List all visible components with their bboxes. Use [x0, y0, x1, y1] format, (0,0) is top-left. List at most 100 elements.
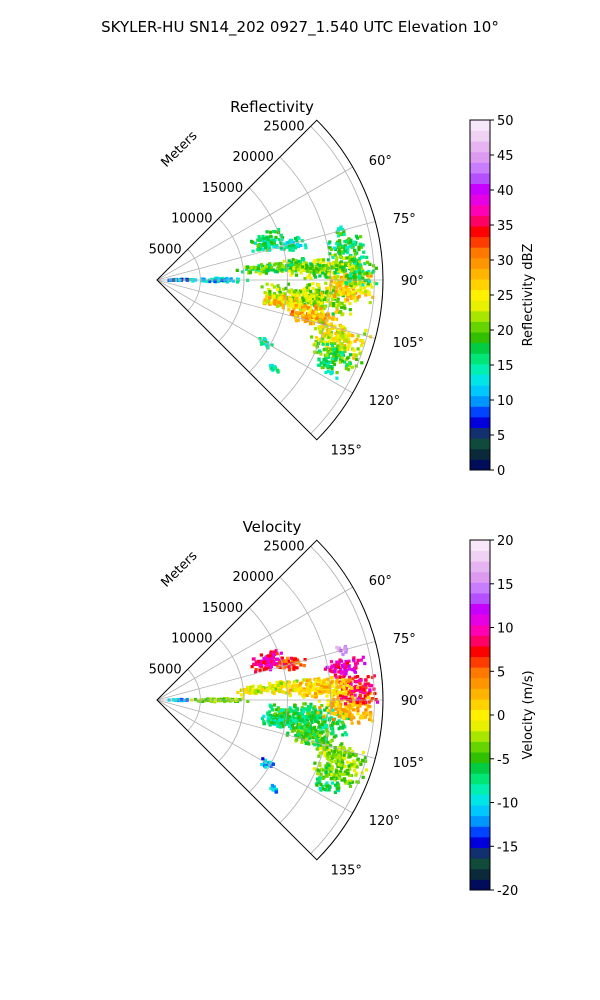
velocity-angle-tick-label: 60° [369, 574, 392, 589]
velocity-colorbar-tick-label: 0 [497, 709, 505, 724]
velocity-colorbar-tick-label: 20 [497, 534, 514, 549]
reflectivity-colorbar-segment [470, 300, 490, 312]
velocity-azimuth-gridline [156, 699, 353, 814]
reflectivity-colorbar-tick-label: 45 [497, 149, 514, 164]
reflectivity-colorbar-segment [470, 215, 490, 227]
velocity-colorbar-segment [470, 677, 490, 689]
reflectivity-colorbar-tick-label: 0 [497, 464, 505, 479]
reflectivity-colorbar-segment [470, 268, 490, 280]
velocity-echo-cell [312, 761, 360, 788]
reflectivity-range-tick-label: 5000 [149, 242, 182, 257]
reflectivity-colorbar-segment [470, 310, 490, 322]
velocity-colorbar-tick-label: -5 [497, 753, 510, 768]
velocity-ticks: 5000 10000 15000 20000 25000 60° 75° 90° 105° 120… [149, 539, 424, 878]
reflectivity-colorbar-segment [470, 374, 490, 386]
reflectivity-angle-tick-label: 60° [369, 154, 392, 169]
velocity-colorbar-segment [470, 794, 490, 806]
reflectivity-colorbar-tick-label: 5 [497, 429, 505, 444]
velocity-colorbar-segment [470, 730, 490, 742]
reflectivity-range-tick-label: 25000 [263, 119, 304, 134]
reflectivity-colorbar-label: Reflectivity dBZ [521, 244, 536, 347]
reflectivity-angle-tick-label: 120° [369, 394, 400, 409]
velocity-colorbar-segment [470, 752, 490, 764]
reflectivity-colorbar-segment [470, 204, 490, 216]
velocity-colorbar-tick-label: -20 [497, 884, 518, 899]
velocity-grid [156, 539, 384, 861]
reflectivity-range-tick-label: 20000 [233, 150, 274, 165]
reflectivity-colorbar-tick-label: 15 [497, 359, 514, 374]
velocity-colorbar-segment [470, 826, 490, 838]
velocity-colorbar-tick-label: 10 [497, 622, 514, 637]
reflectivity-sector-frame [156, 119, 384, 441]
velocity-range-tick-label: 15000 [202, 601, 243, 616]
velocity-colorbar-segment [470, 699, 490, 711]
reflectivity-colorbar: 0 5 10 15 20 25 30 35 40 45 50 [469, 114, 514, 479]
velocity-echo-cell [288, 676, 360, 699]
reflectivity-azimuth-gridline [156, 279, 376, 339]
reflectivity-echo-cell [327, 234, 365, 259]
velocity-colorbar: -20 -15 -10 -5 0 5 10 15 20 [469, 534, 518, 899]
reflectivity-colorbar-segment [470, 173, 490, 185]
reflectivity-colorbar-segment [470, 289, 490, 301]
velocity-colorbar-segment [470, 762, 490, 774]
reflectivity-colorbar-segment [470, 363, 490, 375]
velocity-colorbar-segment [470, 646, 490, 658]
reflectivity-azimuth-gridline [156, 166, 353, 281]
reflectivity-colorbar-segment [470, 448, 490, 460]
reflectivity-colorbar-tick-label: 30 [497, 254, 514, 269]
reflectivity-range-tick-label: 10000 [171, 212, 212, 227]
figure-title: SKYLER-HU SN14_202 0927_1.540 UTC Elevat… [101, 18, 499, 37]
velocity-range-tick-label: 25000 [263, 539, 304, 554]
velocity-echo-cell [260, 713, 306, 734]
reflectivity-colorbar-tick-label: 50 [497, 114, 514, 129]
velocity-colorbar-segment [470, 540, 490, 552]
reflectivity-colorbar-segment [470, 395, 490, 407]
velocity-colorbar-segment [470, 805, 490, 817]
velocity-colorbar-segment [470, 858, 490, 870]
velocity-colorbar-segment [470, 550, 490, 562]
reflectivity-echo-cell [262, 294, 304, 311]
reflectivity-colorbar-segment [470, 151, 490, 163]
reflectivity-colorbar-segment [470, 438, 490, 450]
reflectivity-echo-cell [309, 318, 373, 360]
reflectivity-colorbar-tick-label: 10 [497, 394, 514, 409]
velocity-angle-tick-label: 120° [369, 814, 400, 829]
velocity-colorbar-segment [470, 720, 490, 732]
velocity-colorbar-segment [470, 879, 490, 891]
velocity-colorbar-segment [470, 741, 490, 753]
velocity-echo-cell [316, 689, 374, 725]
reflectivity-angle-tick-label: 135° [331, 444, 362, 459]
velocity-angle-tick-label: 90° [401, 694, 424, 709]
velocity-panel: Velocity 5000 10000 15000 20000 25000 60° 75° 9… [149, 518, 536, 899]
velocity-azimuth-gridline [156, 699, 376, 759]
reflectivity-colorbar-segment [470, 236, 490, 248]
velocity-echo-cell [269, 783, 279, 794]
velocity-echo-cell [250, 648, 289, 674]
velocity-colorbar-tick-label: -10 [497, 797, 518, 812]
velocity-azimuth-gridline [156, 641, 376, 701]
reflectivity-colorbar-tick-label: 35 [497, 219, 514, 234]
velocity-colorbar-segment [470, 868, 490, 880]
velocity-colorbar-segment [470, 561, 490, 573]
velocity-plot-title: Velocity [243, 518, 302, 536]
velocity-colorbar-segment [470, 773, 490, 785]
reflectivity-panel: Reflectivity 5000 10000 15000 20000 25000 60°… [149, 98, 536, 479]
velocity-echo-cell [315, 740, 369, 779]
reflectivity-colorbar-segment [470, 416, 490, 428]
velocity-colorbar-segment [470, 582, 490, 594]
velocity-colorbar-segment [470, 614, 490, 626]
reflectivity-echo-cell [335, 225, 346, 238]
reflectivity-echo-cell [268, 363, 280, 374]
reflectivity-angle-tick-label: 90° [401, 274, 424, 289]
velocity-angle-tick-label: 105° [393, 756, 424, 771]
velocity-angle-tick-label: 135° [331, 864, 362, 879]
reflectivity-colorbar-segment [470, 141, 490, 153]
velocity-echo-cell [314, 776, 341, 794]
reflectivity-echo-cell [275, 235, 308, 252]
reflectivity-grid [156, 119, 384, 441]
velocity-colorbar-segment [470, 783, 490, 795]
reflectivity-angle-tick-label: 105° [393, 336, 424, 351]
velocity-colorbar-segment [470, 836, 490, 848]
velocity-echoes [167, 645, 380, 794]
velocity-sector-frame [156, 539, 384, 861]
